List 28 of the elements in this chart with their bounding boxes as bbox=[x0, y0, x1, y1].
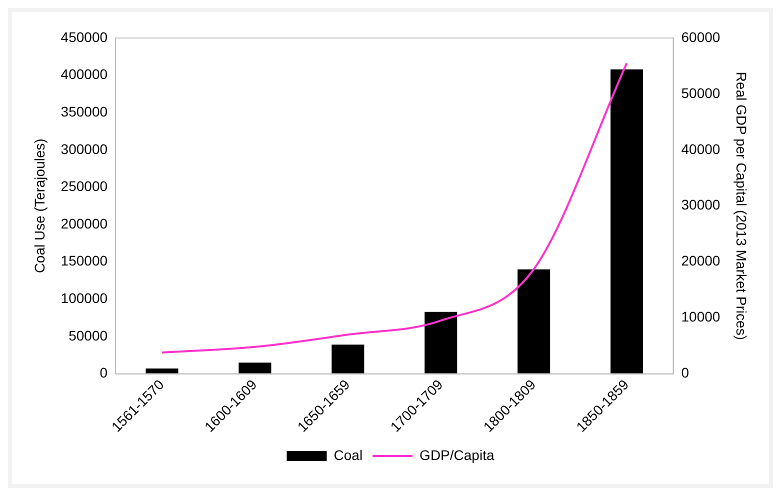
y-tick-label: 250000 bbox=[60, 178, 108, 194]
bar bbox=[610, 69, 644, 374]
bar bbox=[518, 269, 550, 374]
y2-tick-label: 10000 bbox=[681, 308, 720, 325]
y-tick-label: 450000 bbox=[60, 28, 108, 45]
y2-tick-label: 50000 bbox=[681, 84, 720, 101]
legend-label: GDP/Capita bbox=[420, 446, 494, 463]
y-tick-label: 300000 bbox=[60, 140, 108, 157]
y-tick-label: 50000 bbox=[68, 327, 108, 344]
y2-tick-label: 40000 bbox=[681, 140, 720, 157]
y-tick-label: 400000 bbox=[60, 66, 108, 82]
line-series bbox=[160, 62, 628, 354]
bar bbox=[146, 368, 178, 374]
y-tick-label: 200000 bbox=[60, 215, 108, 232]
bar bbox=[332, 344, 364, 374]
y-axis-title: Coal Use (Terajoules) bbox=[31, 138, 48, 274]
bar bbox=[238, 362, 272, 374]
y-tick-label: 150000 bbox=[60, 252, 108, 269]
legend-label: Coal bbox=[334, 446, 363, 463]
y2-tick-label: 60000 bbox=[681, 28, 720, 45]
y-tick-label: 100000 bbox=[60, 290, 108, 306]
bar bbox=[424, 312, 458, 374]
y-tick-label: 350000 bbox=[60, 103, 108, 120]
y-tick-label: 0 bbox=[100, 364, 108, 381]
y2-tick-label: 30000 bbox=[681, 196, 720, 213]
y2-tick-label: 0 bbox=[681, 364, 690, 381]
y2-axis-title: Real GDP per Capital (2013 Market Prices) bbox=[734, 72, 750, 340]
y2-tick-label: 20000 bbox=[681, 252, 720, 269]
